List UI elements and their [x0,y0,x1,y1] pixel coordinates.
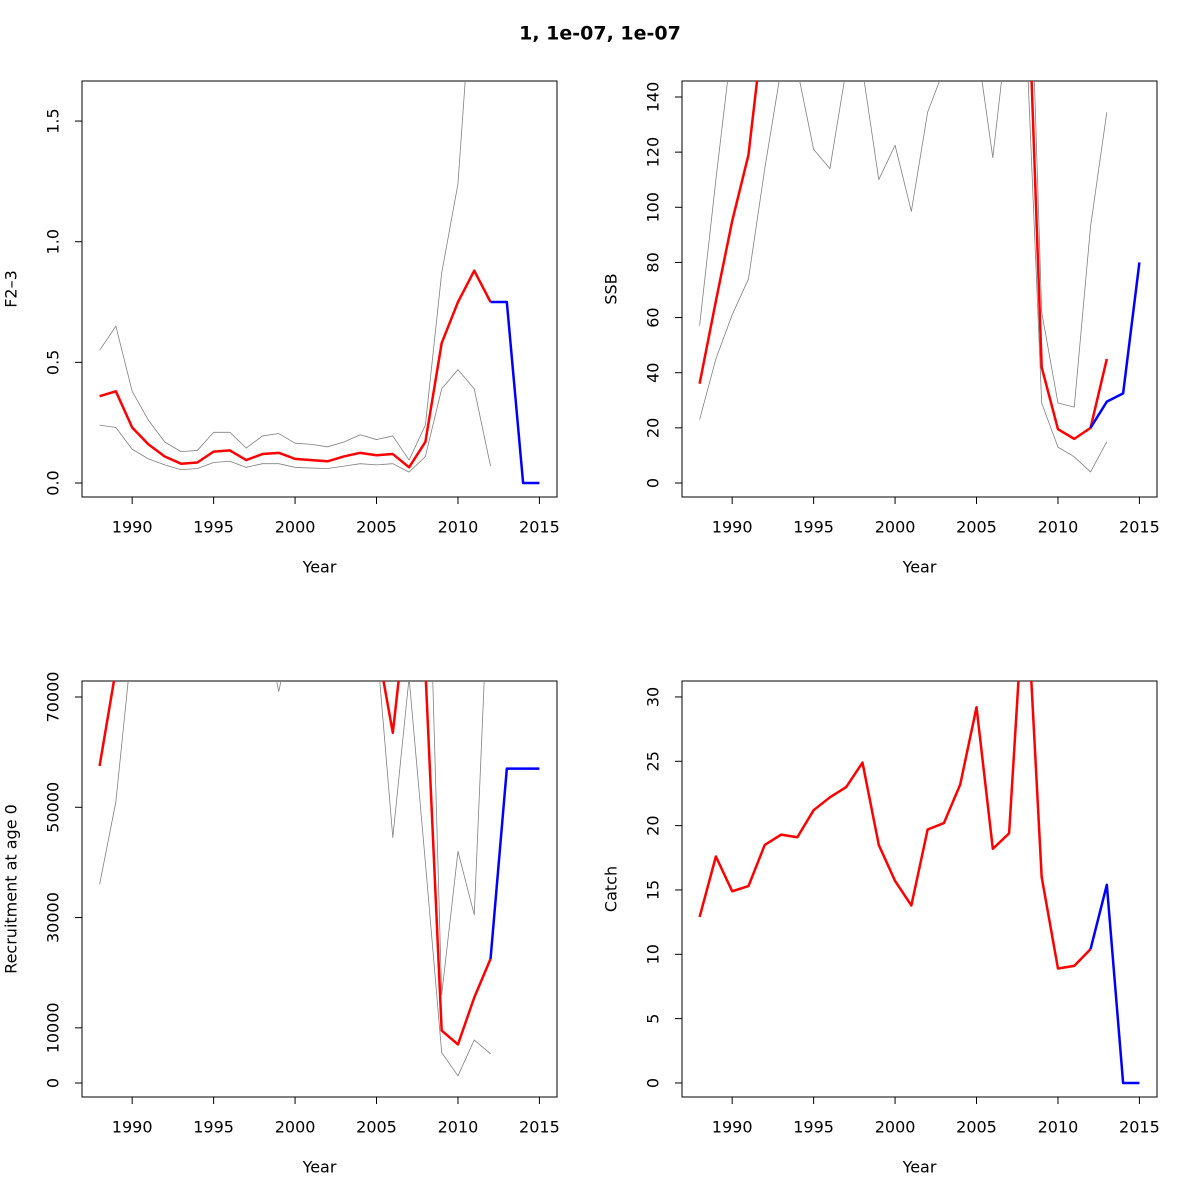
y-tick-label: 50000 [44,782,63,833]
y-tick-label: 10 [644,944,663,964]
figure-title: 1, 1e-07, 1e-07 [519,23,681,45]
panel: 1990 1995 2000 2005 2010 2015 0 10000 30000 50000… [2,672,560,1177]
y-tick-label: 0 [644,478,663,488]
x-tick-label: 2010 [1038,518,1079,537]
x-tick-label: 2005 [956,1118,997,1137]
series-line [99,369,491,473]
y-tick-label: 80 [644,252,663,272]
x-tick-label: 2015 [1119,1118,1160,1137]
y-tick-label: 140 [644,82,663,113]
panel: 1990 1995 2000 2005 2010 2015 0 5 10 15 20 25 30 Year… [602,680,1160,1177]
y-tick-label: 30000 [44,892,63,943]
y-axis-label: F2–3 [2,270,21,308]
panel: 1990 1995 2000 2005 2010 2015 0.0 0.5 1.0 1.5 Year… [2,80,560,577]
plot-box [681,680,1158,1098]
plot-area [698,681,1140,1085]
series-line [99,269,492,469]
x-tick-label: 1990 [112,1118,153,1137]
series-line [98,681,492,1046]
x-tick-label: 2015 [519,518,560,537]
y-tick-label: 0.0 [44,470,63,495]
series-line [698,681,1092,970]
y-axis-label: Catch [602,866,621,912]
series-line [489,767,540,960]
x-axis-label: Year [302,558,337,577]
series-line [1089,883,1140,1085]
x-tick-label: 2010 [438,1118,479,1137]
y-tick-label: 0 [44,1078,63,1088]
y-tick-label: 0 [644,1078,663,1088]
x-tick-label: 1990 [112,518,153,537]
x-tick-label: 1990 [712,1118,753,1137]
plot-area [98,681,540,1077]
plot-area [698,81,1141,473]
x-tick-label: 1995 [793,518,834,537]
x-tick-label: 1995 [193,518,234,537]
y-tick-label: 10000 [44,1002,63,1053]
x-axis-label: Year [902,1158,937,1177]
y-tick-label: 70000 [44,672,63,723]
series-line [432,681,485,996]
y-tick-label: 100 [644,192,663,223]
y-axis-label: SSB [602,273,621,304]
x-tick-label: 2015 [519,1118,560,1137]
y-tick-label: 40 [644,363,663,383]
y-tick-label: 20 [644,418,663,438]
x-tick-label: 2005 [356,1118,397,1137]
y-tick-label: 120 [644,137,663,168]
x-tick-label: 2005 [956,518,997,537]
x-tick-label: 1995 [193,1118,234,1137]
series-line [698,81,1109,441]
x-tick-label: 2010 [438,518,479,537]
y-tick-label: 15 [644,880,663,900]
plot-box [81,680,558,1098]
x-tick-label: 2000 [875,518,916,537]
x-tick-label: 2000 [275,1118,316,1137]
y-axis-label: Recruitment at age 0 [2,804,21,974]
x-axis-label: Year [302,1158,337,1177]
series-line [699,81,1108,408]
panel: 1990 1995 2000 2005 2010 2015 0 20 40 60 80 100 120 1… [602,80,1160,577]
y-tick-label: 60 [644,307,663,327]
x-tick-label: 2005 [356,518,397,537]
plot-box [681,80,1158,498]
plot-box [81,80,558,498]
y-tick-label: 0.5 [44,350,63,375]
x-tick-label: 2010 [1038,1118,1079,1137]
x-tick-label: 1995 [793,1118,834,1137]
y-tick-label: 25 [644,751,663,771]
y-tick-label: 1.0 [44,229,63,254]
x-axis-label: Year [902,558,937,577]
series-line [490,300,540,485]
y-tick-label: 1.5 [44,108,63,133]
x-tick-label: 2015 [1119,518,1160,537]
plot-area [99,81,540,485]
x-tick-label: 1990 [712,518,753,537]
x-tick-label: 2000 [875,1118,916,1137]
y-tick-label: 20 [644,815,663,835]
y-tick-label: 5 [644,1014,663,1024]
series-line [1089,262,1141,429]
series-line [99,681,491,1077]
series-line [99,81,466,461]
y-tick-label: 30 [644,687,663,707]
series-line [699,81,1108,473]
x-tick-label: 2000 [275,518,316,537]
